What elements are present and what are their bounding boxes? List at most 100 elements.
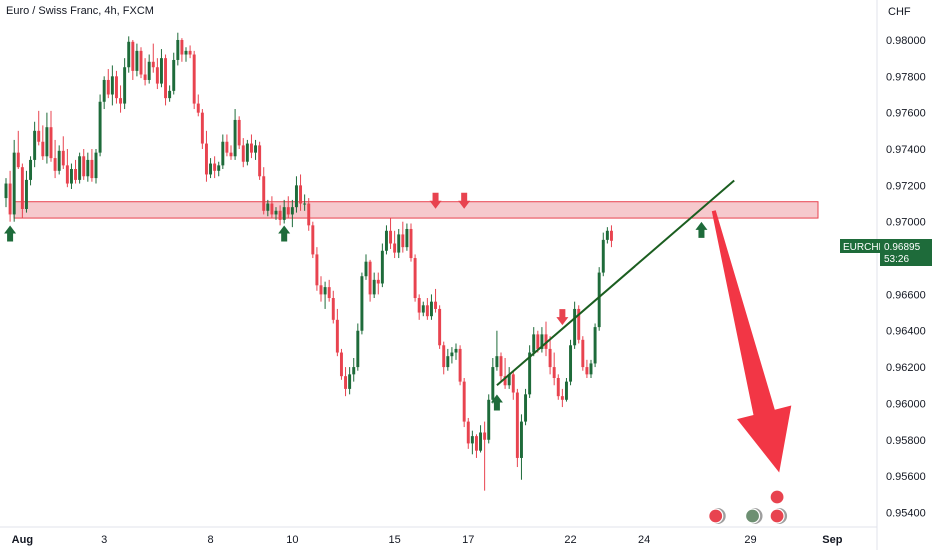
candle-body — [94, 152, 98, 179]
candle-body — [540, 334, 544, 349]
candle-body — [233, 119, 237, 157]
price-axis[interactable]: 0.98000 0.97800 0.97600 0.97400 0.97200 0.970… — [886, 35, 926, 519]
candle-body — [507, 374, 511, 386]
candle-body — [548, 348, 552, 368]
candle-body — [364, 261, 368, 277]
candle-body — [454, 348, 458, 353]
candle-body — [196, 103, 200, 113]
candle-body — [278, 210, 282, 220]
up-arrow-icon — [490, 394, 503, 411]
chart-title: Euro / Swiss Franc, 4h, FXCM — [6, 5, 154, 17]
price-badge-countdown: 53:26 — [884, 254, 909, 265]
candle-body — [65, 165, 69, 184]
candle-body — [442, 345, 446, 368]
trendline — [496, 179, 735, 387]
event-flags-layer — [708, 489, 788, 524]
candle-body — [327, 287, 331, 299]
candle-body — [20, 167, 24, 209]
candle-body — [593, 327, 597, 364]
candle-body — [368, 261, 372, 295]
resistance-zone-layer — [13, 201, 819, 219]
candle-body — [119, 98, 123, 104]
candle-body — [352, 367, 356, 375]
candle-body — [159, 58, 163, 84]
candle-body — [106, 79, 110, 95]
price-axis-currency: CHF — [888, 6, 911, 18]
candle-body — [12, 152, 16, 215]
candle-body — [78, 156, 82, 180]
candle-body — [274, 210, 278, 215]
event-flag-icon — [769, 489, 785, 505]
candle-body — [605, 230, 609, 240]
time-axis[interactable]: Aug 3 8 10 15 17 22 24 29 Sep — [12, 534, 843, 546]
candle-body — [8, 183, 12, 215]
candle-body — [429, 301, 433, 317]
candle-body — [597, 272, 601, 328]
candle-body — [114, 76, 118, 99]
candle-body — [123, 67, 127, 104]
candle-body — [254, 145, 258, 153]
candle-body — [503, 376, 507, 386]
candle-body — [560, 396, 564, 400]
candle-body — [585, 367, 589, 375]
candle-body — [184, 50, 188, 55]
candle-body — [98, 101, 102, 153]
candle-body — [86, 159, 90, 177]
candle-body — [237, 119, 241, 146]
candle-body — [286, 207, 290, 215]
candle-body — [200, 112, 204, 144]
candles-layer — [4, 32, 613, 491]
candle-body — [49, 127, 53, 159]
candle-body — [266, 203, 270, 211]
candle-body — [344, 376, 348, 389]
price-tick-label: 0.95600 — [886, 471, 926, 483]
candle-body — [41, 141, 45, 157]
price-tick-label: 0.98000 — [886, 35, 926, 47]
forecast-arrow-icon — [711, 210, 792, 473]
candle-body — [589, 363, 593, 375]
candle-body — [511, 374, 515, 393]
candle-body — [458, 348, 462, 382]
candle-body — [53, 158, 57, 171]
price-badge-value: 0.96895 — [884, 242, 921, 253]
candle-body — [499, 356, 503, 377]
candle-body — [69, 169, 73, 184]
event-flag-icon — [769, 508, 785, 524]
down-arrow-icon — [429, 192, 442, 209]
up-arrow-icon — [695, 221, 708, 238]
candle-body — [577, 308, 581, 340]
candle-body — [372, 279, 376, 295]
candle-body — [37, 130, 41, 142]
candle-body — [155, 67, 159, 84]
candle-body — [380, 250, 384, 284]
candle-body — [29, 159, 33, 180]
candle-body — [609, 230, 613, 241]
candle-body — [519, 421, 523, 458]
down-arrow-icon — [458, 192, 471, 209]
candle-body — [217, 165, 221, 171]
time-tick-label: 17 — [462, 534, 474, 546]
time-tick-label: 8 — [207, 534, 213, 546]
candle-body — [450, 352, 454, 357]
candle-body — [532, 334, 536, 353]
candle-body — [409, 228, 413, 259]
candle-body — [241, 145, 245, 162]
candle-body — [405, 228, 409, 248]
candle-body — [356, 330, 360, 368]
candle-body — [564, 381, 568, 400]
candle-body — [384, 230, 388, 251]
price-tick-label: 0.97600 — [886, 108, 926, 120]
candle-body — [470, 436, 474, 444]
candle-body — [315, 254, 319, 286]
candle-body — [401, 234, 405, 248]
candle-body — [397, 234, 401, 253]
candle-body — [180, 39, 184, 55]
candle-body — [270, 203, 274, 215]
price-badge-bg — [880, 239, 932, 266]
price-tick-label: 0.96400 — [886, 326, 926, 338]
candle-body — [487, 399, 491, 440]
symbol-badge-text: EURCHF — [843, 242, 885, 253]
time-tick-label: 24 — [638, 534, 650, 546]
candle-body — [524, 394, 528, 422]
